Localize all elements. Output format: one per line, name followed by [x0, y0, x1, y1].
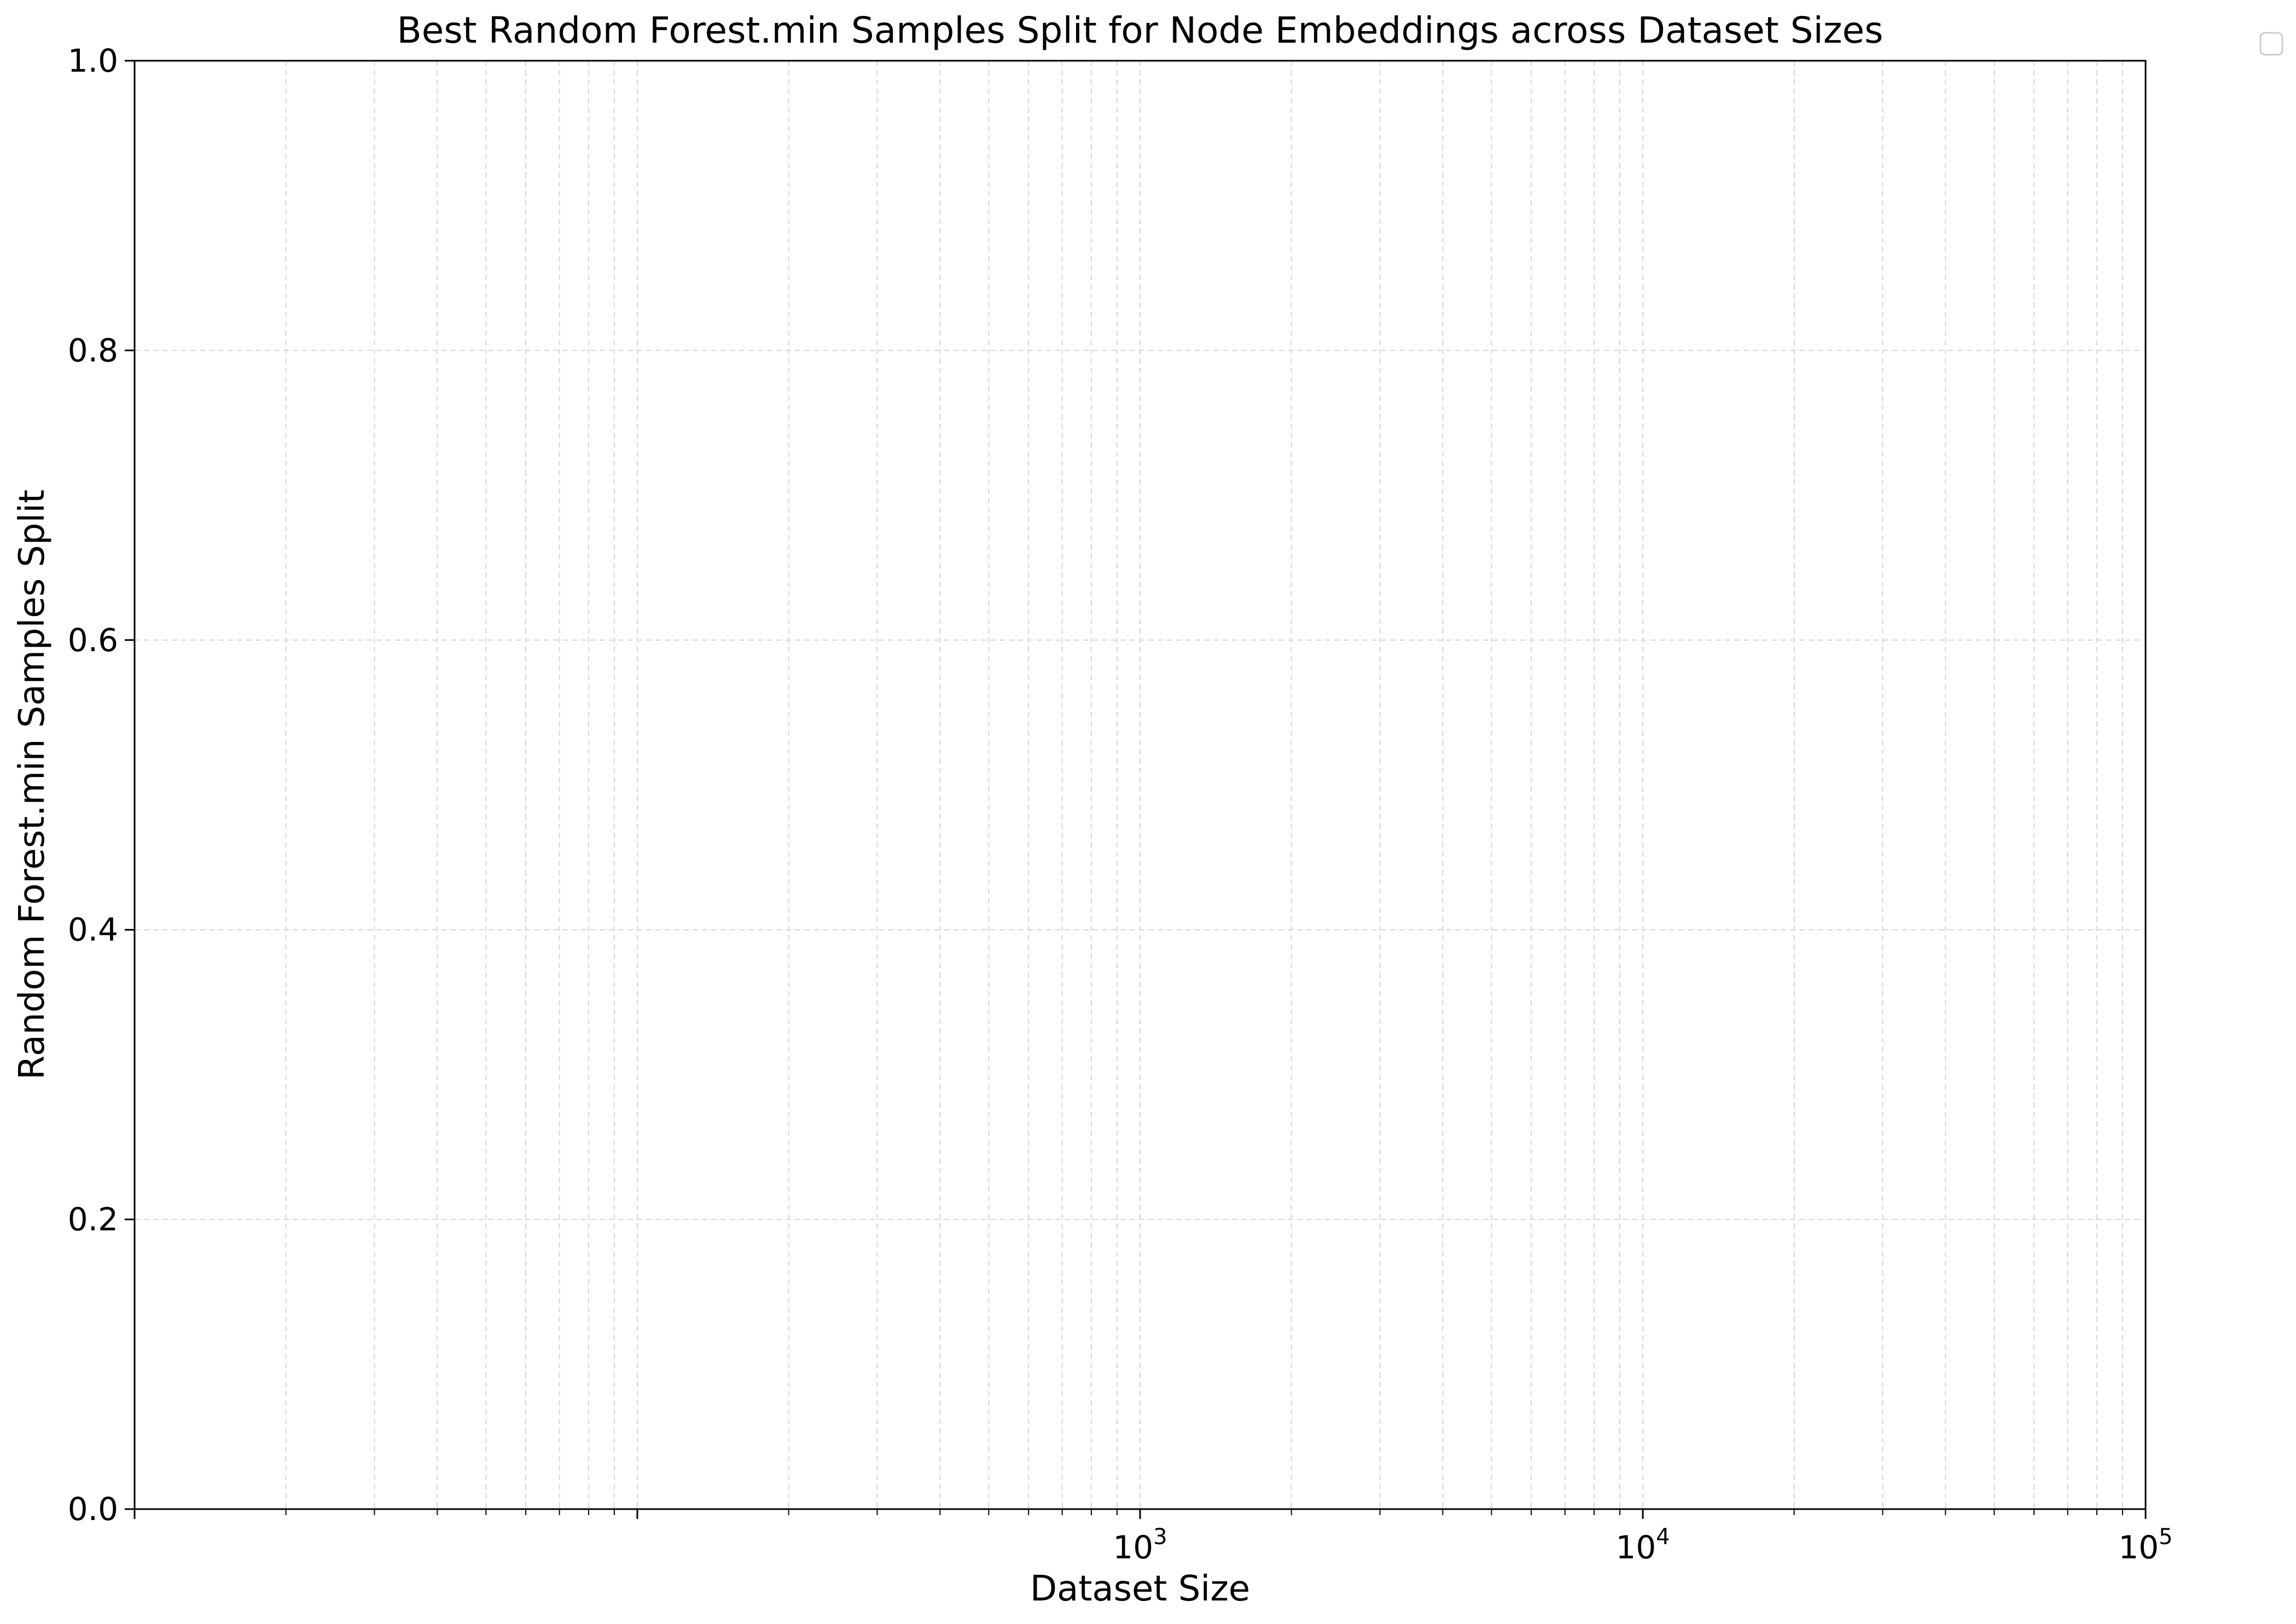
y-axis-label: Random Forest.min Samples Split — [12, 490, 53, 1080]
x-tick-label-base: 10 — [1615, 1529, 1656, 1566]
x-tick-label-exponent: 4 — [1656, 1524, 1670, 1550]
y-tick-label: 0.6 — [68, 622, 118, 659]
legend-box — [2259, 32, 2283, 56]
chart-title: Best Random Forest.min Samples Split for… — [397, 9, 1884, 51]
plot-area-frame — [133, 60, 2147, 1510]
x-tick-label: 105 — [2118, 1524, 2172, 1566]
grid-layer — [135, 61, 2146, 1509]
y-tick-label: 0.0 — [68, 1490, 118, 1528]
x-tick-label: 103 — [1113, 1524, 1167, 1566]
x-axis-label: Dataset Size — [1030, 1569, 1250, 1609]
x-tick-label-base: 10 — [2118, 1529, 2159, 1566]
x-tick-label-exponent: 3 — [1153, 1524, 1167, 1550]
x-tick-label: 104 — [1615, 1524, 1670, 1566]
x-tick-label-exponent: 5 — [2159, 1524, 2172, 1550]
y-tick-label: 0.4 — [68, 911, 118, 948]
y-tick-label: 0.2 — [68, 1201, 118, 1238]
y-tick-label: 1.0 — [68, 42, 118, 79]
y-tick-label: 0.8 — [68, 332, 118, 369]
x-tick-label-base: 10 — [1113, 1529, 1153, 1566]
